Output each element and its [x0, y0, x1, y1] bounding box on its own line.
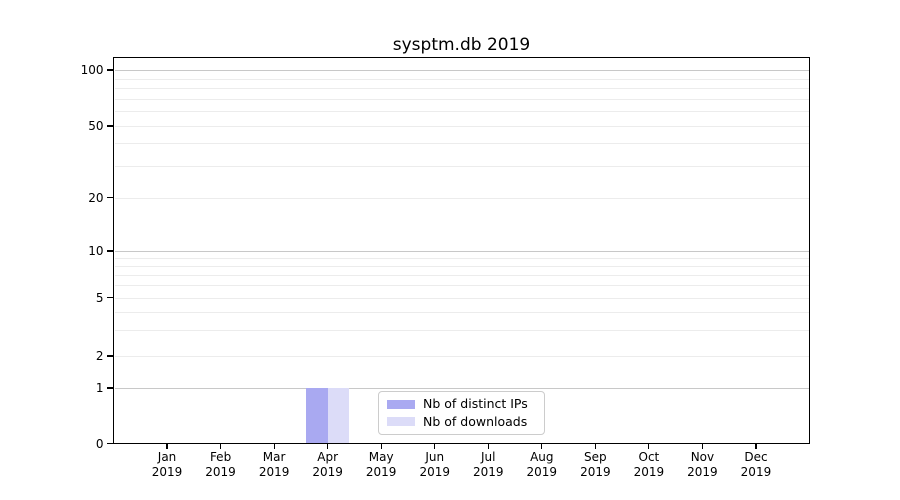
gridline-minor-70: [114, 98, 809, 100]
gridline-major-100: [114, 70, 809, 71]
x-tick-may: [380, 443, 382, 449]
legend-item-distinct-ips: Nb of distinct IPs: [387, 397, 536, 411]
y-tick-label-10: 10: [88, 244, 104, 258]
gridline-minor-4: [114, 311, 809, 313]
y-tick-label-20: 20: [88, 190, 104, 205]
x-tick-label-oct: Oct 2019: [617, 450, 681, 480]
legend-item-downloads: Nb of downloads: [387, 413, 536, 429]
x-tick-year-apr: 2019: [312, 464, 343, 479]
y-tick-50: [107, 125, 113, 127]
bar-nb-of-distinct-ips-apr: [306, 388, 328, 444]
x-tick-label-aug: Aug 2019: [510, 450, 574, 480]
y-tick-0: [107, 442, 113, 445]
gridline-minor-3: [114, 330, 809, 332]
y-tick-5: [107, 296, 113, 299]
legend-swatch-distinct-ips: [387, 399, 415, 409]
gridline-minor-2: [114, 356, 809, 357]
y-tick-label-50: 50: [88, 119, 104, 133]
gridline-minor-7: [114, 274, 809, 276]
x-tick-year-oct: 2019: [633, 464, 665, 479]
gridline-minor-8: [114, 265, 809, 267]
y-tick-1: [107, 387, 113, 389]
x-tick-nov: [701, 443, 703, 449]
x-tick-sep: [594, 443, 596, 449]
y-tick-label-1: 1: [95, 381, 104, 395]
y-tick-label-2: 2: [95, 349, 104, 363]
x-tick-year-nov: 2019: [687, 464, 718, 479]
bar-nb-of-downloads-apr: [327, 388, 350, 444]
legend-label-distinct-ips: Nb of distinct IPs: [423, 396, 528, 412]
x-tick-label-jul: Jul 2019: [456, 450, 520, 480]
x-tick-year-sep: 2019: [580, 464, 611, 479]
x-tick-year-mar: 2019: [258, 464, 290, 479]
x-tick-year-jan: 2019: [151, 464, 183, 479]
x-tick-label-dec: Dec 2019: [724, 450, 788, 480]
x-tick-month-aug: Aug: [530, 449, 554, 464]
x-tick-label-jan: Jan 2019: [135, 450, 199, 480]
x-tick-year-aug: 2019: [526, 464, 558, 479]
gridline-minor-9: [114, 258, 809, 260]
x-tick-month-sep: Sep: [584, 449, 607, 464]
x-tick-month-nov: Nov: [690, 449, 715, 464]
x-tick-apr: [327, 443, 329, 449]
gridline-minor-6: [114, 285, 809, 287]
legend-label-downloads: Nb of downloads: [423, 413, 528, 429]
legend-swatch-downloads: [387, 417, 415, 427]
legend: Nb of distinct IPs Nb of downloads: [378, 391, 545, 435]
x-tick-month-feb: Feb: [209, 449, 232, 464]
x-tick-jan: [166, 443, 168, 449]
y-tick-100: [107, 69, 113, 71]
gridline-minor-80: [114, 88, 809, 90]
gridline-major-1: [114, 388, 809, 389]
y-tick-label-100: 100: [80, 63, 104, 77]
gridline-minor-40: [114, 143, 809, 145]
gridline-major-10: [114, 251, 809, 252]
y-tick-label-0: 0: [95, 436, 104, 451]
chart-title: sysptm.db 2019: [392, 35, 531, 55]
x-tick-oct: [648, 443, 650, 449]
x-tick-label-nov: Nov 2019: [670, 450, 734, 480]
gridline-minor-90: [114, 78, 809, 80]
x-tick-jun: [434, 443, 436, 449]
x-tick-label-sep: Sep 2019: [563, 450, 627, 480]
x-tick-aug: [541, 443, 543, 449]
x-tick-year-may: 2019: [365, 464, 397, 479]
x-tick-feb: [219, 443, 222, 449]
x-tick-label-may: May 2019: [349, 450, 413, 480]
x-tick-year-dec: 2019: [740, 464, 772, 479]
x-tick-year-jun: 2019: [419, 464, 450, 479]
x-tick-label-feb: Feb 2019: [189, 450, 253, 480]
x-tick-month-oct: Oct: [638, 449, 660, 464]
x-tick-month-apr: Apr: [317, 449, 339, 464]
x-tick-month-mar: Mar: [262, 449, 286, 464]
x-tick-dec: [755, 443, 757, 449]
gridline-minor-20: [114, 197, 809, 199]
x-tick-month-dec: Dec: [744, 449, 768, 464]
y-tick-10: [107, 250, 113, 252]
x-tick-year-feb: 2019: [205, 464, 236, 479]
x-tick-month-jun: Jun: [425, 449, 445, 464]
x-tick-label-apr: Apr 2019: [296, 450, 360, 480]
x-tick-mar: [273, 443, 275, 449]
gridline-minor-30: [114, 165, 809, 167]
x-tick-month-jan: Jan: [157, 449, 177, 464]
gridline-minor-60: [114, 111, 809, 113]
gridline-minor-5: [114, 297, 809, 299]
y-tick-label-5: 5: [95, 290, 104, 305]
x-tick-label-jun: Jun 2019: [403, 450, 467, 480]
x-tick-jul: [487, 443, 489, 449]
x-tick-year-jul: 2019: [472, 464, 504, 479]
gridline-minor-50: [114, 126, 809, 127]
y-tick-20: [107, 196, 113, 199]
x-tick-label-mar: Mar 2019: [242, 450, 306, 480]
y-tick-2: [107, 355, 113, 357]
x-tick-month-may: May: [368, 449, 394, 464]
x-tick-month-jul: Jul: [481, 449, 496, 464]
